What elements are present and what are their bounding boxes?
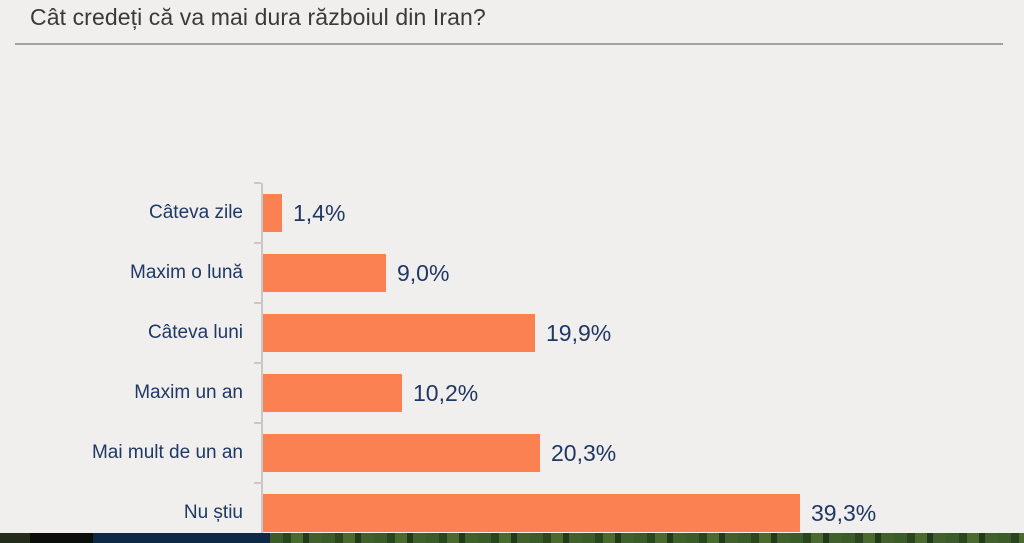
axis-tick	[254, 362, 261, 364]
bar	[263, 194, 282, 232]
value-label: 1,4%	[293, 200, 346, 226]
axis-tick	[254, 482, 261, 484]
bar-row: Maxim un an 10,2%	[0, 363, 1024, 423]
bar-row: Maxim o lună 9,0%	[0, 243, 1024, 303]
bar-row: Câteva zile 1,4%	[0, 183, 1024, 243]
bar	[263, 314, 535, 352]
photo-strip-segment-green-foliage	[270, 533, 1024, 543]
page-title: Cât credeți că va mai dura războiul din …	[30, 4, 486, 30]
value-label: 19,9%	[546, 320, 612, 346]
value-label: 39,3%	[811, 500, 877, 526]
category-label: Câteva luni	[147, 322, 243, 343]
bar	[263, 434, 540, 472]
bar-row: Mai mult de un an 20,3%	[0, 423, 1024, 483]
category-label: Mai mult de un an	[91, 442, 243, 463]
bar	[263, 494, 800, 532]
category-label: Nu știu	[183, 502, 243, 523]
title-divider	[15, 43, 1003, 45]
category-label: Câteva zile	[149, 202, 243, 223]
bar-row: Câteva luni 19,9%	[0, 303, 1024, 363]
bar-row: Nu știu 39,3%	[0, 483, 1024, 543]
category-label: Maxim un an	[134, 382, 243, 403]
category-axis-line	[261, 183, 263, 543]
value-label: 20,3%	[551, 440, 617, 466]
axis-tick	[254, 302, 261, 304]
axis-tick	[254, 422, 261, 424]
photo-strip-segment-navy-water	[93, 533, 270, 543]
axis-tick	[254, 242, 261, 244]
photo-strip-segment-black	[30, 533, 93, 543]
photo-strip	[0, 533, 1024, 543]
bar	[263, 374, 402, 412]
value-label: 10,2%	[413, 380, 479, 406]
axis-tick	[254, 182, 261, 184]
bar-chart: Câteva zile 1,4% Maxim o lună 9,0% Câteva lu…	[0, 182, 1024, 543]
value-label: 9,0%	[397, 260, 450, 286]
category-label: Maxim o lună	[130, 262, 243, 283]
bar	[263, 254, 386, 292]
photo-strip-segment-dark-olive	[0, 533, 30, 543]
